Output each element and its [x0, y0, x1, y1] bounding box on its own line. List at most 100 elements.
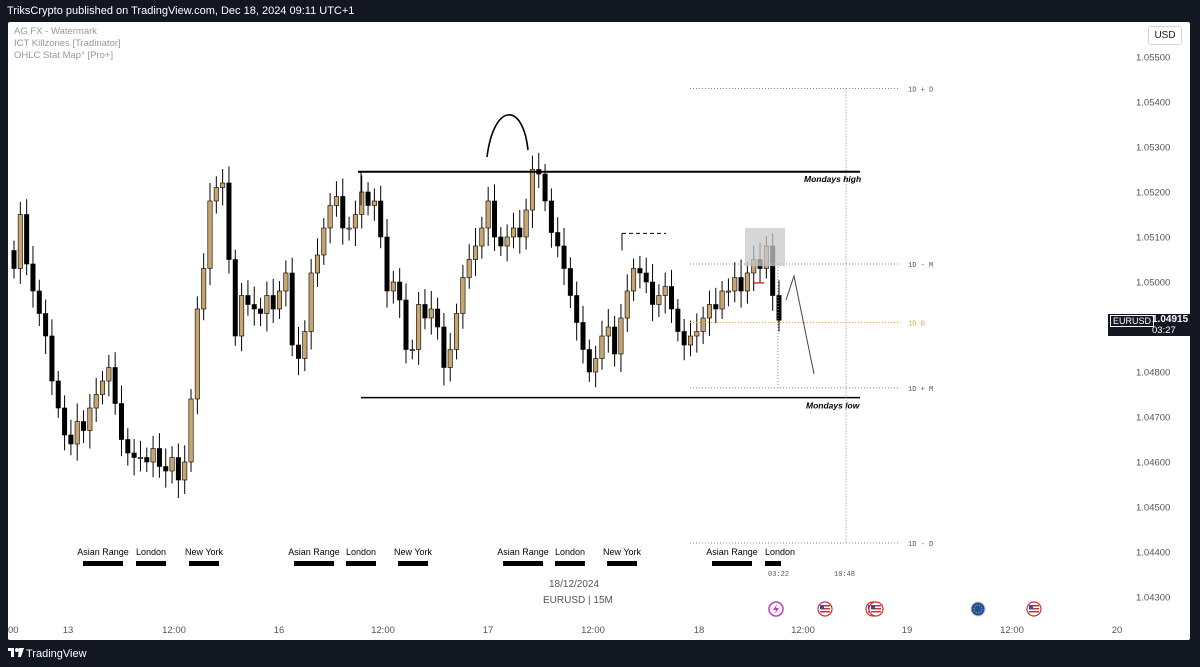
candle-body — [574, 295, 580, 323]
candle-body — [62, 407, 68, 436]
candle-body — [517, 227, 523, 238]
price-chart[interactable]: 1.05500 1.05400 1.05300 1.05200 1.05100 1.050… — [8, 22, 1190, 640]
session-bar — [712, 561, 752, 566]
time-tick-label: 13 — [63, 625, 74, 636]
flag-stripe — [820, 605, 830, 607]
candle-body — [403, 299, 409, 350]
flag-stripe — [871, 608, 881, 610]
time-tick-label: 12:00 — [581, 625, 605, 636]
session-bar — [294, 561, 334, 566]
price-tick-label: 1.05200 — [1136, 188, 1170, 199]
eu-flag-icon — [970, 601, 986, 617]
candle-body — [599, 335, 605, 359]
eu-stars — [973, 604, 983, 614]
candle-body — [277, 290, 283, 310]
flag-stripe — [1029, 611, 1039, 613]
candle-body — [732, 277, 738, 292]
candle-body — [226, 182, 232, 260]
candle-body — [289, 272, 295, 346]
candle-body — [504, 236, 510, 247]
candle-body — [346, 227, 352, 230]
price-tag-symbol: EURUSD — [1110, 315, 1155, 327]
candle-body — [55, 380, 61, 409]
candle-body — [454, 313, 460, 350]
indicator-2[interactable]: ICT Killzones [Tradinator] — [14, 38, 121, 49]
time-tick-label: 20 — [1112, 625, 1123, 636]
stat-level-label: 1D + D — [908, 87, 933, 95]
session-label: London — [136, 547, 166, 557]
candle-body — [245, 295, 251, 305]
session-bar — [136, 561, 166, 566]
candle-body — [447, 349, 453, 368]
indicator-3[interactable]: OHLC Stat Map° [Pro+] — [14, 50, 114, 61]
candle-body — [188, 398, 194, 463]
candle-body — [137, 457, 143, 460]
session-bar — [503, 561, 543, 566]
tradingview-brand[interactable]: TradingView — [26, 648, 87, 660]
flag-stripe — [871, 611, 881, 613]
price-tick-label: 1.04700 — [1136, 413, 1170, 424]
chart-area[interactable]: 1.05500 1.05400 1.05300 1.05200 1.05100 1.050… — [8, 22, 1190, 640]
stat-level-label: 1D - M — [908, 262, 933, 270]
last-price-tag: EURUSD 1.04915 03:27 — [1108, 314, 1190, 336]
time-tick-label: 12:00 — [791, 625, 815, 636]
candle-body — [548, 200, 554, 233]
flag-canton — [1029, 605, 1033, 609]
candle-body — [232, 259, 238, 337]
candle-body — [131, 452, 137, 458]
candle-body — [542, 173, 548, 202]
flag-stripe — [820, 611, 830, 613]
candle-body — [416, 304, 422, 350]
candle-body — [270, 295, 276, 310]
candle-body — [397, 281, 403, 301]
indicator-1[interactable]: AG FX - Watermark — [14, 26, 98, 37]
price-tag-countdown: 03:27 — [1152, 325, 1176, 336]
candle-body — [156, 448, 162, 467]
candle-body — [169, 457, 175, 472]
session-label: London — [765, 547, 795, 557]
currency-button[interactable]: USD — [1148, 26, 1182, 45]
price-tick-label: 1.04400 — [1136, 548, 1170, 559]
candle-body — [776, 295, 782, 321]
candle-body — [725, 290, 731, 293]
session-label: Asian Range — [77, 547, 129, 557]
candle-body — [213, 187, 219, 202]
candle-body — [194, 308, 200, 400]
session-bar — [607, 561, 637, 566]
candle-body — [333, 196, 339, 206]
candle-body — [340, 196, 346, 229]
candle-body — [586, 349, 592, 373]
candle-body — [144, 457, 150, 463]
candle-body — [694, 331, 700, 337]
candle-body — [296, 344, 302, 359]
candle-body — [378, 200, 384, 238]
flag-stripe — [1029, 605, 1039, 607]
time-tick-label: 18 — [694, 625, 705, 636]
candle-body — [719, 290, 725, 310]
stat-level-label: 1D + M — [908, 386, 933, 394]
time-tick-label: 16 — [274, 625, 285, 636]
flag-canton — [871, 605, 875, 609]
candle-body — [371, 200, 377, 206]
candle-body — [150, 448, 156, 463]
candle-body — [163, 466, 169, 472]
candle-body — [485, 200, 491, 229]
candle-body — [36, 290, 42, 314]
stat-time-label: 03:22 — [768, 571, 789, 579]
candle-body — [624, 290, 630, 319]
candle-body — [112, 367, 118, 404]
candle-body — [656, 295, 662, 305]
session-label: London — [346, 547, 376, 557]
candle-body — [567, 268, 573, 296]
stat-level-label: 1D O — [908, 321, 925, 329]
candle-body — [491, 200, 497, 238]
price-tag-value: 1.04915 — [1152, 314, 1189, 325]
candle-body — [321, 227, 327, 256]
candle-body — [409, 349, 415, 352]
session-bar — [555, 561, 585, 566]
flag-stripe — [871, 605, 881, 607]
candle-body — [441, 326, 447, 368]
candle-body — [479, 227, 485, 247]
candle-body — [264, 295, 270, 314]
candle-body — [352, 214, 358, 229]
